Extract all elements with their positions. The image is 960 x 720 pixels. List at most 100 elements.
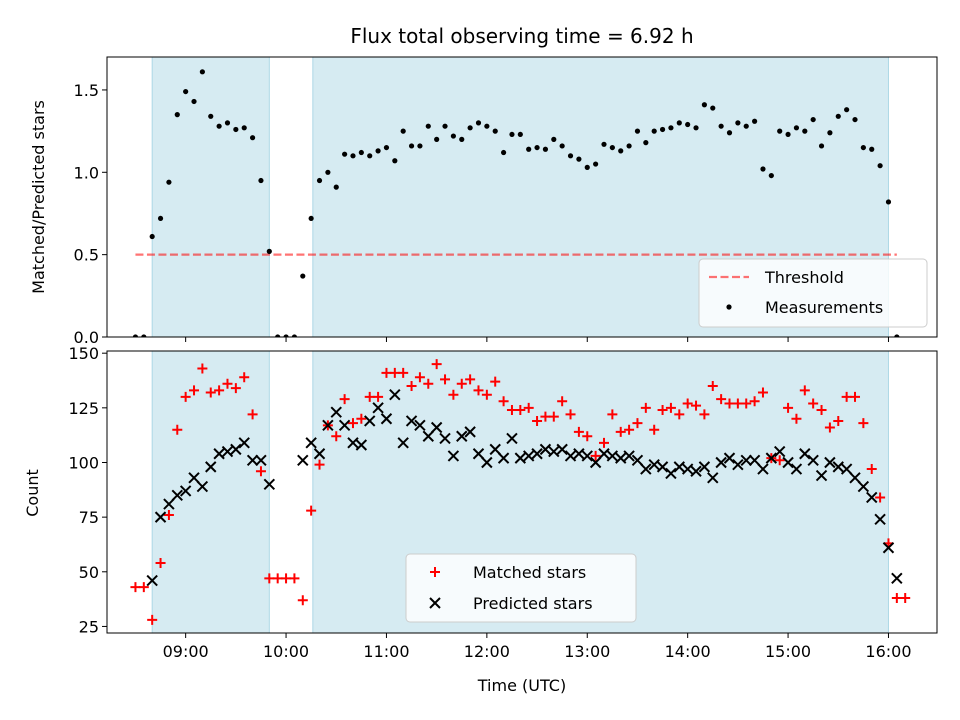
bottom-x-point-27 <box>397 437 409 449</box>
bottom-x-point-42 <box>522 450 535 462</box>
top-dot-point-58 <box>618 148 624 154</box>
bottom-x-point-37 <box>481 456 493 469</box>
top-dot-point-48 <box>534 144 540 151</box>
bottom-x-point-73 <box>782 456 794 469</box>
bottom-x-point-13 <box>255 454 267 467</box>
bottom-x-point-10 <box>230 443 242 456</box>
legend-matched-label: Matched stars <box>473 563 586 582</box>
top-dot-point-32 <box>400 128 406 134</box>
top-dot-point-14 <box>249 135 256 141</box>
top-dot-point-67 <box>693 125 699 131</box>
bottom-x-point-30 <box>422 430 434 442</box>
top-dot-point-64 <box>668 125 674 131</box>
bottom-x-point-24 <box>372 402 384 414</box>
bottom-ytick-label-1: 50 <box>79 563 99 582</box>
bottom-x-point-12 <box>246 454 259 467</box>
bottom-plus-point-55 <box>590 450 601 461</box>
top-dot-point-59 <box>626 143 632 149</box>
top-dot-point-80 <box>802 128 808 134</box>
top-legend-frame <box>698 258 928 328</box>
top-dot-point-91 <box>894 334 900 337</box>
xtick-label-5: 14:00 <box>665 642 711 661</box>
bottom-plus-point-54 <box>582 431 593 442</box>
top-dot-point-0 <box>132 334 139 337</box>
bottom-plus-point-28 <box>364 391 375 402</box>
bottom-x-point-81 <box>849 472 861 484</box>
bottom-x-point-31 <box>430 421 443 434</box>
bottom-x-point-5 <box>188 472 200 484</box>
bottom-axes-frame <box>106 350 938 634</box>
top-dot-point-39 <box>459 136 465 142</box>
top-legend: Threshold Measurements <box>698 258 928 328</box>
bottom-plus-point-50 <box>548 411 559 422</box>
bottom-plus-point-82 <box>816 405 827 416</box>
bottom-plus-point-11 <box>222 378 233 389</box>
top-dot-point-53 <box>576 156 582 162</box>
bottom-x-point-57 <box>648 458 660 471</box>
bottom-x-point-9 <box>221 445 234 458</box>
bottom-x-point-49 <box>581 450 593 462</box>
bottom-x-point-38 <box>489 443 501 456</box>
bottom-plus-point-63 <box>657 405 668 416</box>
bottom-plus-point-4 <box>163 509 174 520</box>
bottom-x-point-79 <box>832 461 844 473</box>
bottom-plus-point-71 <box>724 398 735 409</box>
top-dot-point-77 <box>777 128 783 134</box>
xtick-label-1: 10:00 <box>263 642 309 661</box>
bottom-x-point-47 <box>564 450 577 462</box>
bottom-x-point-14 <box>263 478 276 491</box>
bottom-x-point-51 <box>598 448 610 460</box>
bottom-x-point-15 <box>297 454 309 467</box>
top-shaded-interval-0 <box>151 56 270 338</box>
bottom-x-point-75 <box>799 448 811 460</box>
top-dot-point-44 <box>500 149 507 156</box>
bottom-x-point-76 <box>807 454 819 467</box>
top-dot-point-11 <box>224 120 231 126</box>
bottom-x-point-25 <box>380 413 393 425</box>
top-dot-point-7 <box>191 98 197 105</box>
bottom-plus-point-46 <box>515 405 526 416</box>
bottom-plus-point-29 <box>373 391 384 402</box>
top-dot-point-89 <box>877 163 883 169</box>
bottom-plus-point-12 <box>230 383 241 394</box>
bottom-plus-point-17 <box>272 573 283 584</box>
bottom-x-point-3 <box>171 489 183 501</box>
bottom-plus-point-31 <box>389 367 400 378</box>
bottom-plus-point-24 <box>331 431 342 442</box>
legend-measurements-swatch <box>726 304 732 310</box>
bottom-ytick-label-0: 25 <box>79 617 99 636</box>
bottom-plus-point-73 <box>741 398 752 409</box>
bottom-x-point-54 <box>623 450 635 462</box>
bottom-plus-point-68 <box>699 409 710 420</box>
bottom-x-point-2 <box>163 498 175 510</box>
top-dot-point-57 <box>609 144 615 151</box>
bottom-plus-point-32 <box>398 367 409 378</box>
bottom-plus-point-5 <box>172 424 183 435</box>
bottom-plus-point-74 <box>749 396 760 407</box>
top-dot-point-84 <box>835 113 841 119</box>
top-dot-point-34 <box>417 143 423 149</box>
bottom-plus-point-64 <box>665 402 676 413</box>
top-dot-point-46 <box>517 131 523 138</box>
ratio-panel: 0.0 0.5 1.0 1.5 Threshold Measurements <box>74 56 938 347</box>
top-dot-point-22 <box>316 177 323 184</box>
bottom-plus-point-25 <box>339 394 350 405</box>
top-dot-point-17 <box>275 334 281 337</box>
top-dot-point-42 <box>484 123 490 129</box>
xtick-label-4: 13:00 <box>564 642 610 661</box>
top-dot-point-16 <box>266 248 272 254</box>
bottom-x-point-50 <box>589 456 602 469</box>
top-dot-point-83 <box>827 130 833 136</box>
bottom-x-point-83 <box>866 491 878 504</box>
top-dot-point-40 <box>467 125 473 131</box>
top-dot-point-74 <box>752 118 758 124</box>
bottom-plus-point-9 <box>205 387 216 398</box>
bottom-x-point-41 <box>514 452 527 464</box>
bottom-plus-point-86 <box>850 391 861 402</box>
bottom-x-point-62 <box>690 465 702 477</box>
bottom-plus-point-27 <box>356 413 367 424</box>
legend-threshold-label: Threshold <box>764 268 844 287</box>
bottom-plus-point-75 <box>757 387 768 398</box>
bottom-plot-area <box>130 359 911 625</box>
top-dot-point-19 <box>291 334 298 337</box>
